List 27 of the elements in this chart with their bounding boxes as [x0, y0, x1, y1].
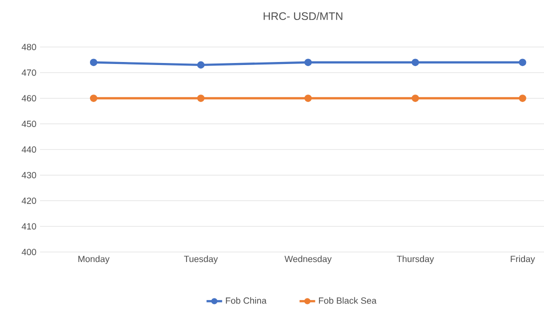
point [518, 58, 526, 66]
point [90, 94, 98, 102]
point [90, 58, 98, 66]
y-tick-label: 460 [22, 95, 36, 102]
y-tick-label: 480 [22, 44, 36, 50]
point [304, 58, 312, 66]
y-tick-label: 440 [22, 146, 36, 153]
point [518, 94, 526, 102]
y-tick-label: 420 [22, 198, 36, 204]
y-tick-label: 470 [22, 69, 36, 76]
point [197, 61, 205, 69]
point [412, 58, 420, 66]
y-tick-label: 410 [22, 223, 36, 230]
x-tick-label: Tuesday [184, 256, 218, 264]
x-tick-label: Wednesday [284, 256, 332, 264]
point [412, 94, 420, 102]
legend-label: Fob Black Sea [318, 297, 377, 304]
chart-title: HRC- USD/MTN [264, 12, 342, 20]
y-tick-label: 430 [22, 172, 36, 178]
point [197, 94, 205, 102]
x-tick-label: Monday [78, 256, 110, 264]
x-tick-label: Friday [510, 256, 535, 264]
x-tick-label: Thursday [396, 256, 434, 264]
point [304, 94, 312, 102]
y-tick-label: 450 [22, 120, 36, 128]
legend-label: Fob China [226, 297, 267, 304]
y-tick-label: 400 [22, 248, 36, 256]
